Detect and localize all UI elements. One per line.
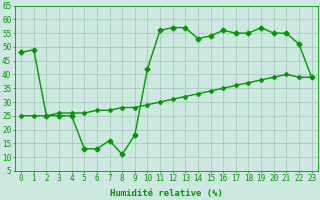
- X-axis label: Humidité relative (%): Humidité relative (%): [110, 189, 223, 198]
